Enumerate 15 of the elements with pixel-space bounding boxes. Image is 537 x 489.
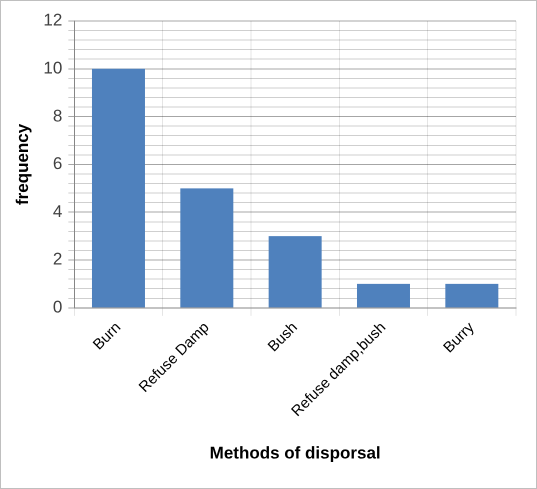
- bar: [356, 284, 410, 308]
- x-tick-label: Burn: [90, 318, 124, 354]
- bar: [445, 284, 498, 308]
- y-tick-label: 2: [52, 250, 62, 269]
- y-tick-label: 0: [52, 298, 62, 317]
- y-tick-label: 6: [52, 154, 62, 174]
- bar: [180, 188, 234, 308]
- bar: [92, 68, 145, 308]
- bar: [268, 236, 322, 308]
- y-tick-label: 8: [52, 106, 62, 126]
- y-tick-label: 4: [52, 202, 62, 221]
- y-axis-title: frequency: [12, 123, 32, 206]
- y-tick-label: 12: [43, 10, 62, 30]
- y-tick-label: 10: [43, 58, 62, 78]
- x-axis-title: Methods of disporsal: [210, 443, 381, 462]
